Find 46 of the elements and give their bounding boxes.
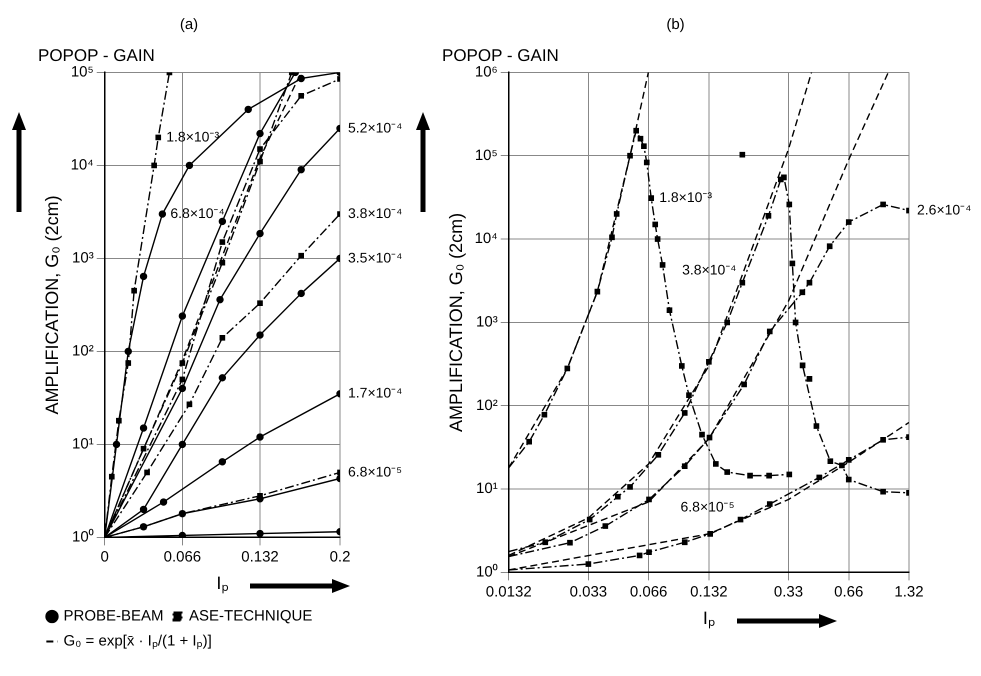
y-tick-label: 10⁰ bbox=[72, 528, 94, 546]
annotation: 3.8×10⁻⁴ bbox=[348, 204, 402, 221]
annotation: 6.8×10⁻⁵ bbox=[680, 498, 735, 514]
y-tick-label: 10⁵ bbox=[70, 64, 94, 81]
legend-label: ASE-TECHNIQUE bbox=[189, 608, 312, 625]
annotation: 3.8×10⁻⁴ bbox=[682, 262, 736, 278]
annotation: 3.5×10⁻⁴ bbox=[348, 249, 402, 266]
y-axis-title: AMPLIFICATION, G₀ (2cm) bbox=[446, 212, 466, 432]
legend-label: PROBE-BEAM bbox=[64, 608, 164, 625]
y-tick-label: 10⁵ bbox=[474, 146, 498, 164]
y-tick-label: 10⁴ bbox=[474, 230, 498, 248]
y-tick-label: 10² bbox=[476, 396, 498, 414]
chart-subtitle: POPOP - GAIN bbox=[38, 46, 155, 65]
y-tick-label: 10¹ bbox=[72, 436, 94, 453]
y-tick-label: 10⁰ bbox=[476, 564, 498, 581]
x-tick-label: 1.32 bbox=[894, 584, 924, 601]
x-tick-label: 0.066 bbox=[164, 548, 202, 566]
x-axis-title: Iₚ bbox=[216, 573, 228, 594]
x-tick-label: 0 bbox=[100, 548, 109, 566]
chart-subtitle: POPOP - GAIN bbox=[442, 46, 559, 65]
y-tick-label: 10⁶ bbox=[474, 64, 498, 81]
annotation: 2.6×10⁻⁴ bbox=[917, 201, 972, 218]
x-tick-label: 0.033 bbox=[570, 584, 608, 601]
x-tick-label: 0.66 bbox=[834, 584, 864, 601]
y-tick-label: 10³ bbox=[72, 250, 94, 267]
chart-title: (b) bbox=[666, 16, 685, 34]
annotation: 1.8×10⁻³ bbox=[659, 188, 712, 205]
annotation: 1.8×10⁻³ bbox=[166, 128, 220, 144]
y-axis-title: AMPLIFICATION, G₀ (2cm) bbox=[42, 195, 62, 414]
x-tick-label: 0.066 bbox=[630, 584, 668, 601]
x-tick-label: 0.132 bbox=[690, 584, 728, 601]
x-axis-title: Iₚ bbox=[702, 608, 715, 630]
annotation: 1.7×10⁻⁴ bbox=[348, 384, 402, 401]
x-tick-label: 0.0132 bbox=[486, 584, 532, 601]
annotation: 6.8×10⁻⁵ bbox=[348, 463, 402, 480]
annotation: 6.8×10⁻⁴ bbox=[170, 204, 225, 221]
x-tick-label: 0.2 bbox=[330, 548, 350, 566]
annotation: 5.2×10⁻⁴ bbox=[348, 119, 402, 136]
legend-label: G₀ = exp[x̄ · Iₚ/(1 + Iₚ)] bbox=[64, 632, 212, 650]
y-tick-label: 10¹ bbox=[476, 480, 498, 498]
x-tick-label: 0.132 bbox=[241, 548, 279, 566]
y-tick-label: 10⁴ bbox=[70, 156, 94, 174]
y-tick-label: 10² bbox=[72, 342, 94, 360]
chart-title: (a) bbox=[180, 16, 198, 34]
x-tick-label: 0.33 bbox=[774, 584, 804, 601]
y-tick-label: 10³ bbox=[476, 314, 498, 331]
